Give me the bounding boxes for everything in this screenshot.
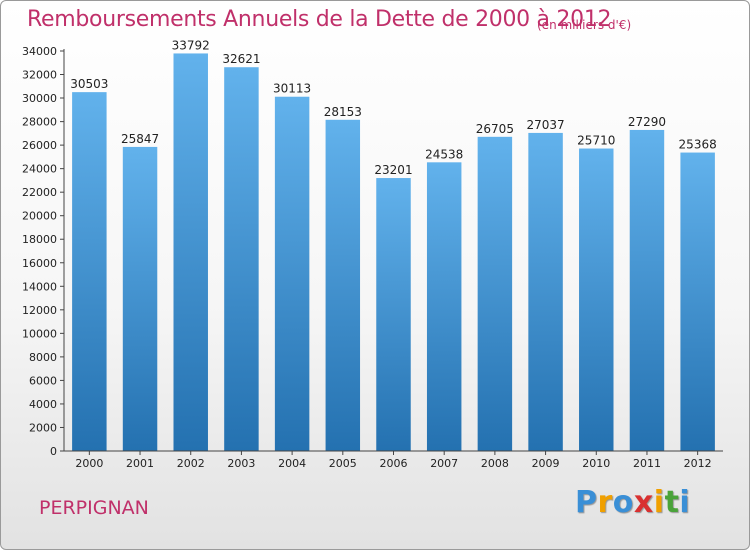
bar-value-label: 26705 [476, 122, 514, 136]
y-tick-label: 20000 [22, 210, 57, 223]
x-tick-label: 2010 [582, 457, 610, 470]
x-tick-label: 2009 [532, 457, 560, 470]
logo-letter: r [597, 485, 613, 520]
logo-letter: t [664, 485, 680, 520]
x-tick-label: 2006 [380, 457, 408, 470]
bar-value-label: 25710 [577, 134, 615, 148]
bar-2006[interactable] [376, 178, 411, 451]
bar-value-label: 25847 [121, 132, 159, 146]
x-tick-label: 2007 [430, 457, 458, 470]
bar-2007[interactable] [426, 162, 462, 452]
y-tick-label: 10000 [22, 327, 57, 340]
bar-value-label: 30503 [70, 77, 108, 91]
y-tick-label: 14000 [22, 280, 57, 293]
bar-2011[interactable] [629, 129, 665, 452]
x-axis: 2000 2001 2002 2003 2004 2005 2006 2007 2008 2009… [64, 450, 723, 470]
bar-2002[interactable] [173, 53, 208, 452]
x-tick-label: 2001 [126, 457, 154, 470]
y-tick-label: 8000 [29, 351, 57, 364]
x-tick-label: 2000 [75, 457, 103, 470]
bar-value-label: 27037 [526, 118, 564, 132]
chart-unit: (en milliers d'€) [537, 18, 632, 32]
x-tick-label: 2011 [633, 457, 661, 470]
y-tick-label: 34000 [22, 45, 57, 58]
y-tick-label: 6000 [29, 374, 57, 387]
proxiti-logo[interactable]: Proxiti [575, 485, 690, 520]
bar-2005[interactable] [325, 119, 361, 451]
bar-2008[interactable] [477, 136, 513, 451]
bar-value-label: 30113 [273, 82, 311, 96]
bar-2000[interactable] [72, 92, 107, 451]
bar-value-label: 28153 [324, 105, 362, 119]
bars: 30503 25847 33792 32621 30113 28153 23201 24538… [70, 38, 717, 452]
logo-letter: o [612, 485, 634, 520]
bar-2001[interactable] [122, 146, 158, 451]
bar-value-label: 27290 [628, 115, 666, 129]
x-tick-label: 2012 [684, 457, 712, 470]
logo-letter: i [679, 485, 691, 520]
y-tick-label: 18000 [22, 233, 57, 246]
bar-value-label: 23201 [374, 163, 412, 177]
logo-letter: i [653, 485, 665, 520]
bar-value-label: 24538 [425, 147, 463, 161]
bar-value-label: 33792 [172, 38, 210, 52]
x-tick-label: 2008 [481, 457, 509, 470]
bar-2012[interactable] [680, 152, 715, 451]
bar-2009[interactable] [528, 132, 563, 451]
y-tick-label: 12000 [22, 304, 57, 317]
bar-2004[interactable] [274, 96, 310, 452]
y-tick-label: 16000 [22, 257, 57, 270]
city-name: PERPIGNAN [39, 497, 149, 519]
y-tick-label: 24000 [22, 163, 57, 176]
bar-2010[interactable] [579, 148, 614, 451]
y-tick-label: 28000 [22, 116, 57, 129]
y-tick-label: 30000 [22, 92, 57, 105]
logo-letter: P [575, 485, 598, 520]
y-tick-label: 26000 [22, 139, 57, 152]
y-tick-label: 22000 [22, 186, 57, 199]
y-tick-label: 4000 [29, 398, 57, 411]
bar-value-label: 25368 [679, 138, 717, 152]
chart-title: Remboursements Annuels de la Dette de 20… [27, 7, 612, 32]
y-axis: 0 2000 4000 6000 8000 10000 12000 14000 16000 180… [22, 45, 65, 458]
x-tick-label: 2005 [329, 457, 357, 470]
x-tick-label: 2002 [177, 457, 205, 470]
logo-letter: x [633, 485, 654, 520]
y-tick-label: 0 [50, 445, 57, 458]
y-tick-label: 2000 [29, 421, 57, 434]
x-tick-label: 2003 [227, 457, 255, 470]
y-tick-label: 32000 [22, 69, 57, 82]
x-tick-label: 2004 [278, 457, 306, 470]
bar-value-label: 32621 [222, 52, 260, 66]
bar-2003[interactable] [224, 67, 259, 452]
